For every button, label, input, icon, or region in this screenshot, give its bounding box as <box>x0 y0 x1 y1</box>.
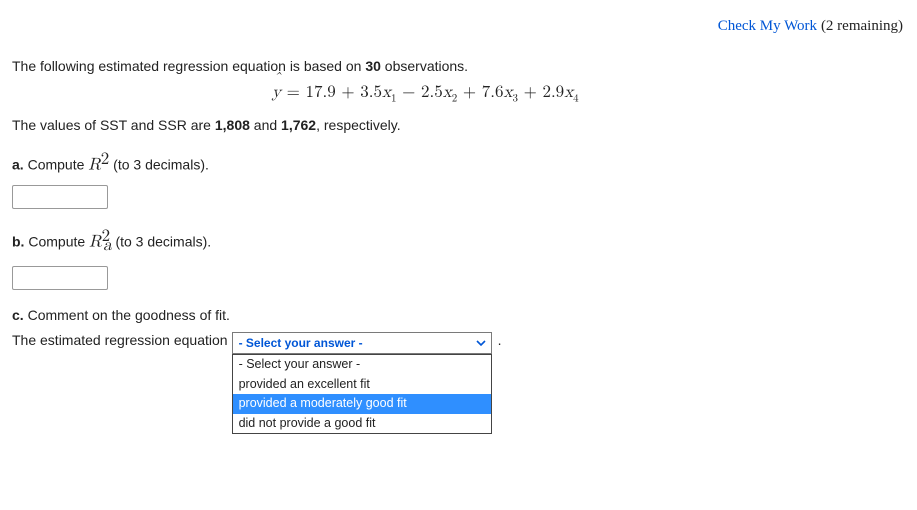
dropdown-option[interactable]: - Select your answer - <box>233 355 491 375</box>
problem-content: The following estimated regression equat… <box>0 35 917 366</box>
part-a: a. Compute R2 (to 3 decimals). <box>12 146 905 179</box>
part-b-label: b. <box>12 234 24 250</box>
goodness-select[interactable]: - Select your answer - <box>232 332 492 354</box>
part-b: b. Compute R2a (to 3 decimals). <box>12 223 905 260</box>
ra2-input[interactable] <box>12 266 108 290</box>
part-a-label: a. <box>12 157 24 173</box>
regression-equation: y = 17.9 + 3.5x1 − 2.5x2 + 7.6x3 + 2.9x4 <box>272 83 905 105</box>
check-remaining-label: (2 remaining) <box>821 18 903 35</box>
sentence-period: . <box>498 332 502 348</box>
check-my-work-link[interactable]: Check My Work <box>718 18 817 35</box>
n-obs: 30 <box>365 58 381 74</box>
part-c-label: c. <box>12 307 24 323</box>
r2-input[interactable] <box>12 185 108 209</box>
intro-post: observations. <box>381 58 468 74</box>
intro-pre: The following estimated regression equat… <box>12 58 365 74</box>
sst-line: The values of SST and SSR are 1,808 and … <box>12 114 905 136</box>
dropdown-option[interactable]: provided a moderately good fit <box>233 394 491 414</box>
dropdown-option[interactable]: provided an excellent fit <box>233 375 491 395</box>
part-c: c. Comment on the goodness of fit. <box>12 304 905 326</box>
select-placeholder: - Select your answer - <box>239 336 363 350</box>
intro-line: The following estimated regression equat… <box>12 55 905 77</box>
part-c-lead: The estimated regression equation <box>12 332 228 348</box>
chevron-down-icon <box>475 337 487 349</box>
dropdown-option[interactable]: did not provide a good fit <box>233 414 491 434</box>
goodness-dropdown: - Select your answer -provided an excell… <box>232 354 492 434</box>
